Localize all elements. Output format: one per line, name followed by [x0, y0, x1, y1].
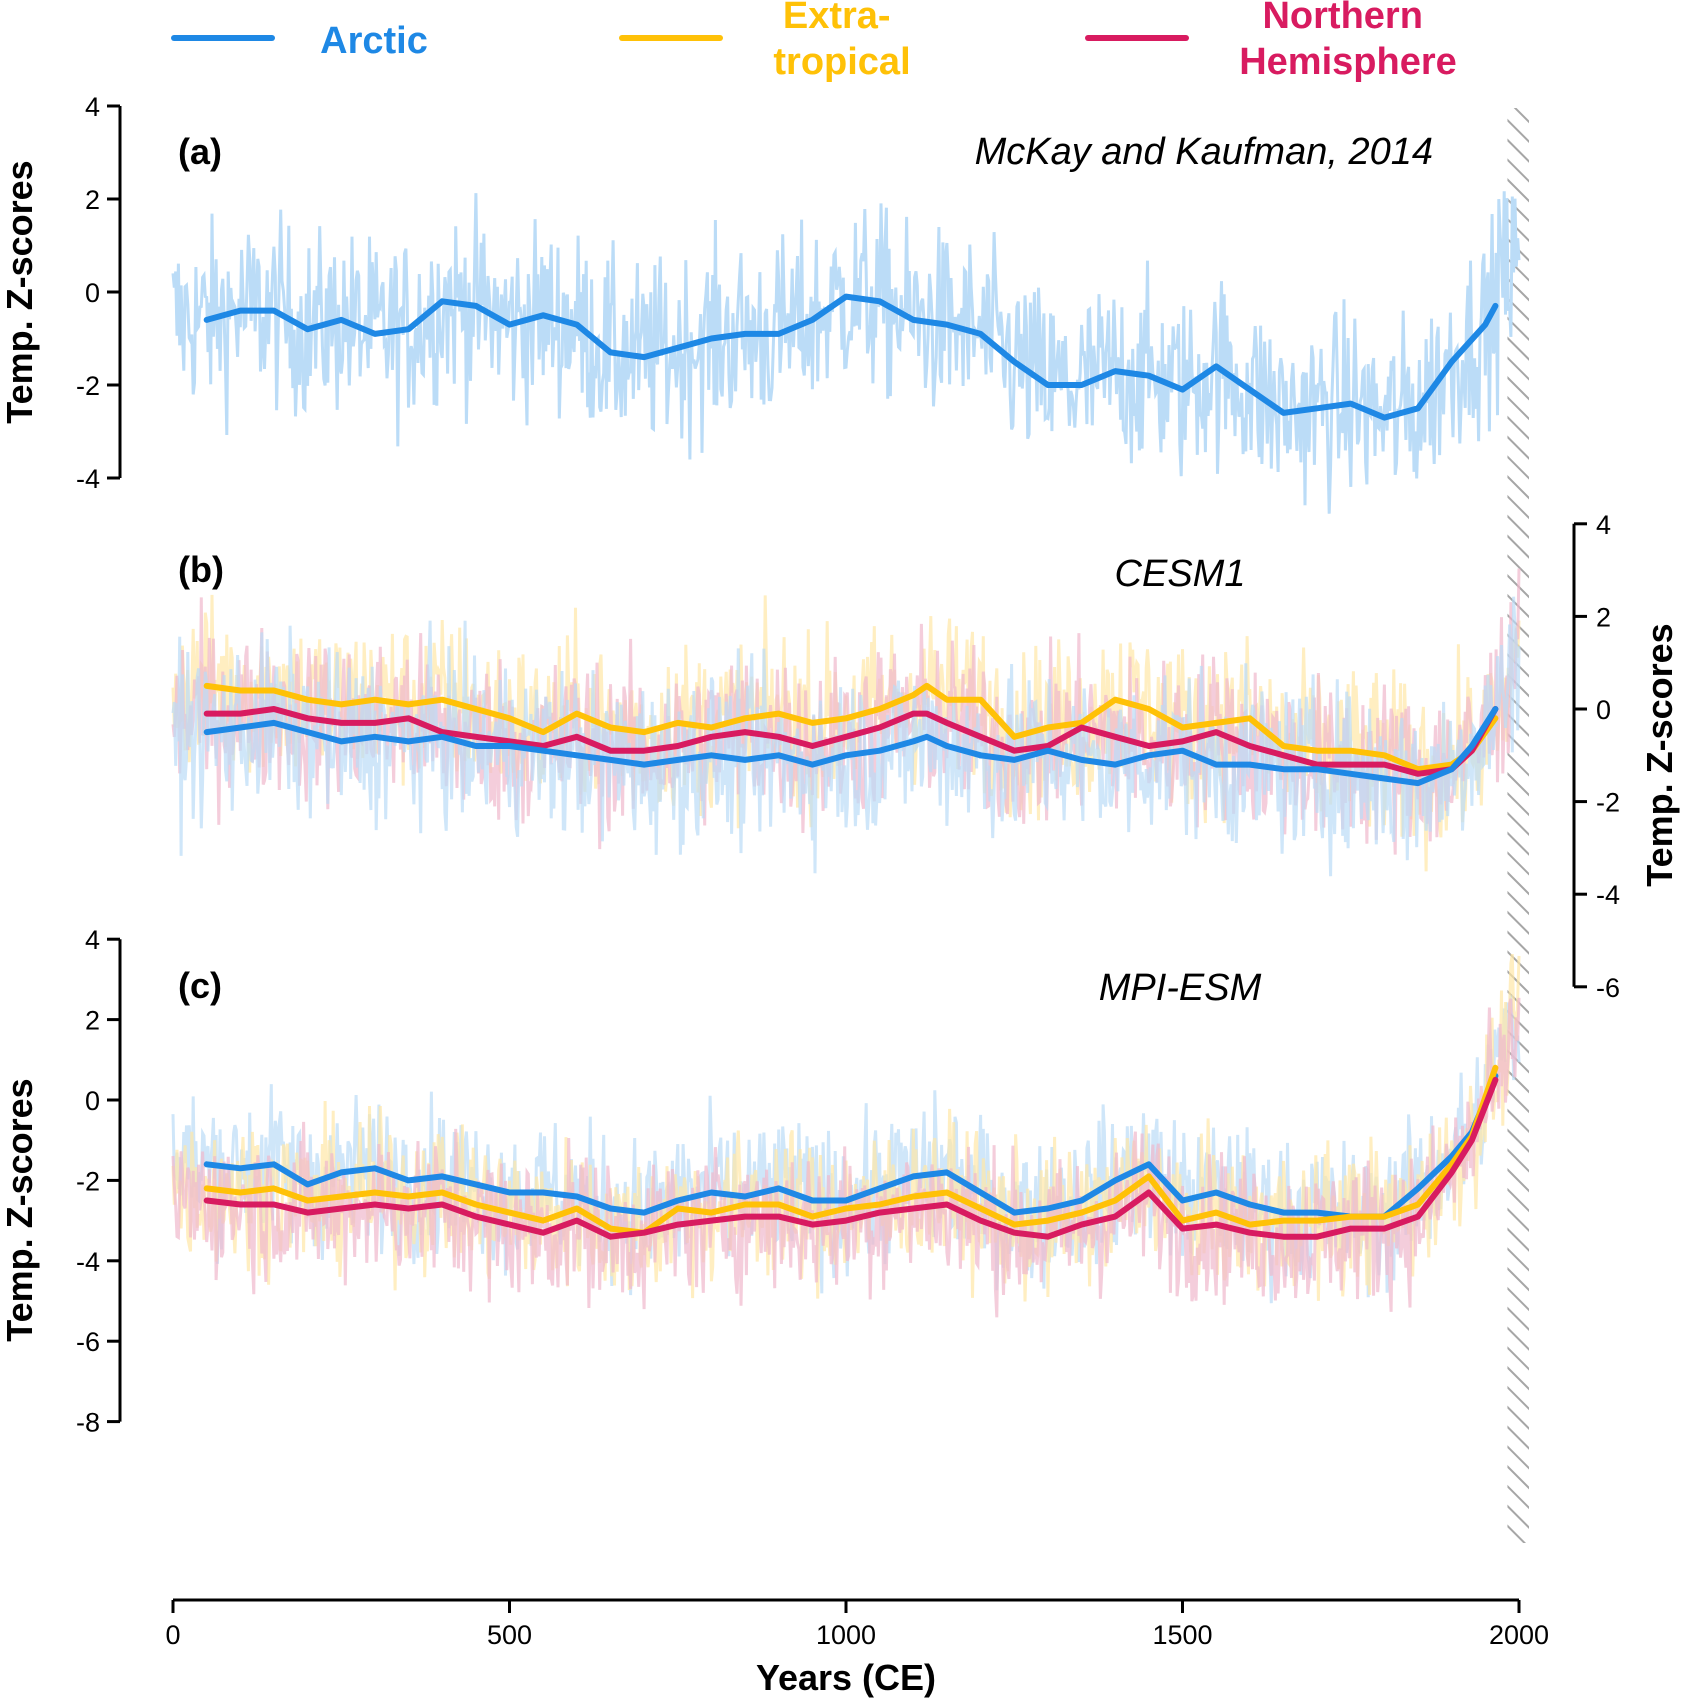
- legend-entry-arctic: Arctic: [171, 20, 428, 62]
- panel-b-source: CESM1: [1115, 553, 1246, 595]
- panel-b-y-axis: 4 2 0 -2 -4 -6: [1572, 510, 1620, 1003]
- x-tick-label: 0: [165, 1620, 180, 1650]
- panel-a-y-axis: 4 2 0 -2 -4: [76, 92, 122, 494]
- y-tick-label: -2: [76, 371, 100, 401]
- y-tick-label: -4: [76, 464, 100, 494]
- y-tick-label: 2: [85, 185, 100, 215]
- legend: Arctic Extra- tropical Northern Hemisphe…: [171, 0, 1457, 83]
- panel-b: 4 2 0 -2 -4 -6 (b) CESM1 Temp. Z-scores: [171, 510, 1680, 1003]
- y-tick-label: 2: [1596, 602, 1611, 632]
- x-tick-label: 500: [487, 1620, 532, 1650]
- legend-entry-extratropical: Extra- tropical: [619, 0, 911, 83]
- y-tick-label: -6: [76, 1327, 100, 1357]
- y-tick-label: -6: [1596, 973, 1620, 1003]
- smoothed-series-extratropical: [203, 1064, 1499, 1236]
- panel-c: 4 2 0 -2 -4 -6 -8 (c) MPI-ESM Temp. Z-scores: [0, 925, 1521, 1438]
- panel-c-raw-series: [171, 953, 1521, 1318]
- x-tick-label: 2000: [1489, 1620, 1549, 1650]
- raw-series-nh: [171, 997, 1521, 1318]
- panel-b-y-axis-title: Temp. Z-scores: [1639, 623, 1680, 886]
- panel-a: 4 2 0 -2 -4 (a) McKay and Kaufman, 2014 Temp…: [0, 92, 1521, 514]
- smoothed-series-arctic: [203, 1072, 1499, 1220]
- panel-c-y-axis-title: Temp. Z-scores: [0, 1078, 40, 1341]
- y-tick-label: -8: [76, 1408, 100, 1438]
- panel-b-label: (b): [178, 549, 224, 590]
- panel-c-smoothed-series: [203, 1064, 1499, 1240]
- legend-label-extratropical: Extra- tropical: [773, 0, 910, 83]
- panel-a-label: (a): [178, 131, 222, 172]
- y-tick-label: 0: [1596, 695, 1611, 725]
- y-tick-label: 0: [85, 1086, 100, 1116]
- y-tick-label: 0: [85, 278, 100, 308]
- y-tick-label: 4: [85, 925, 100, 955]
- panel-c-y-axis: 4 2 0 -2 -4 -6 -8: [76, 925, 122, 1438]
- hatched-region: [1507, 108, 1529, 1543]
- raw-series-arctic: [171, 191, 1521, 514]
- legend-entry-nh: Northern Hemisphere: [1085, 0, 1457, 83]
- panel-a-raw-series: [171, 191, 1521, 514]
- x-tick-label: 1500: [1152, 1620, 1212, 1650]
- x-tick-label: 1000: [816, 1620, 876, 1650]
- y-tick-label: -4: [1596, 880, 1620, 910]
- y-tick-label: 4: [1596, 510, 1611, 540]
- panel-b-smoothed-series: [203, 682, 1499, 787]
- x-axis-title: Years (CE): [756, 1657, 936, 1698]
- panel-a-y-axis-title: Temp. Z-scores: [0, 160, 40, 423]
- panel-a-source: McKay and Kaufman, 2014: [975, 131, 1433, 173]
- panel-c-label: (c): [178, 965, 222, 1006]
- y-tick-label: -2: [1596, 788, 1620, 818]
- x-axis: 0 500 1000 1500 2000: [165, 1598, 1549, 1650]
- legend-label-arctic: Arctic: [320, 20, 428, 62]
- smoothed-series-nh: [203, 1076, 1499, 1240]
- legend-label-nh: Northern Hemisphere: [1239, 0, 1457, 83]
- y-tick-label: 2: [85, 1006, 100, 1036]
- smoothed-series-arctic: [203, 293, 1499, 421]
- panel-c-source: MPI-ESM: [1099, 967, 1262, 1009]
- panel-a-smoothed-series: [203, 293, 1499, 421]
- y-tick-label: 4: [85, 92, 100, 122]
- y-tick-label: -2: [76, 1166, 100, 1196]
- y-tick-label: -4: [76, 1247, 100, 1277]
